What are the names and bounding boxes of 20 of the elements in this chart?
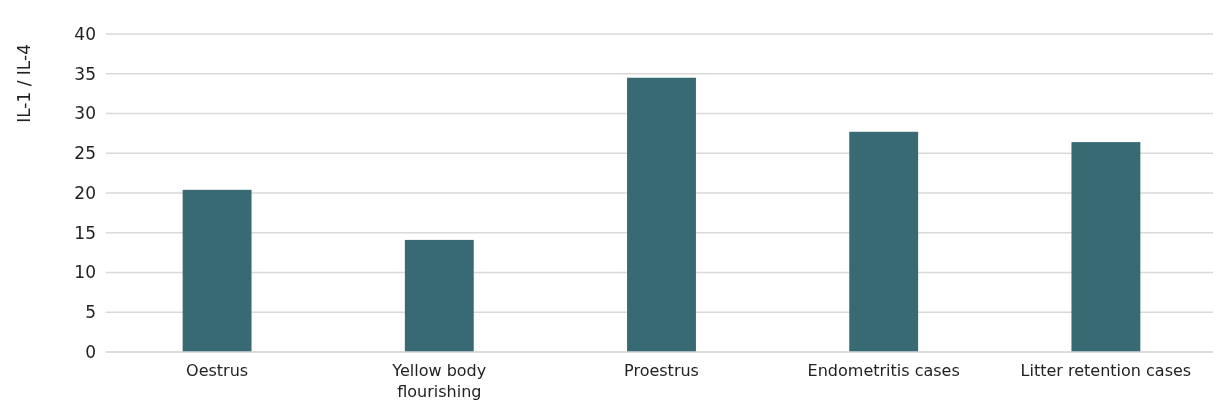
x-tick-label: Yellow body flourishing	[391, 361, 487, 401]
x-tick-label: Litter retention cases	[1020, 361, 1192, 380]
y-tick-label: 15	[74, 222, 96, 243]
y-tick-label: 30	[74, 103, 96, 124]
y-axis-title: IL-1 / IL-4	[14, 44, 34, 123]
bar	[1071, 142, 1141, 352]
y-tick-label: 5	[85, 302, 96, 323]
bar	[404, 239, 474, 352]
x-tick-label: Oestrus	[186, 361, 249, 380]
y-tick-label: 20	[74, 182, 96, 203]
y-tick-label: 10	[74, 262, 96, 283]
x-tick-label: Endometritis cases	[807, 361, 960, 380]
bar	[182, 189, 252, 352]
y-tick-label: 25	[74, 143, 96, 164]
x-tick-label: Proestrus	[624, 361, 699, 380]
y-tick-label: 0	[85, 341, 96, 362]
bar	[627, 77, 696, 352]
bar	[849, 131, 919, 352]
y-tick-label: 35	[74, 63, 96, 84]
y-tick-label: 40	[74, 23, 96, 44]
